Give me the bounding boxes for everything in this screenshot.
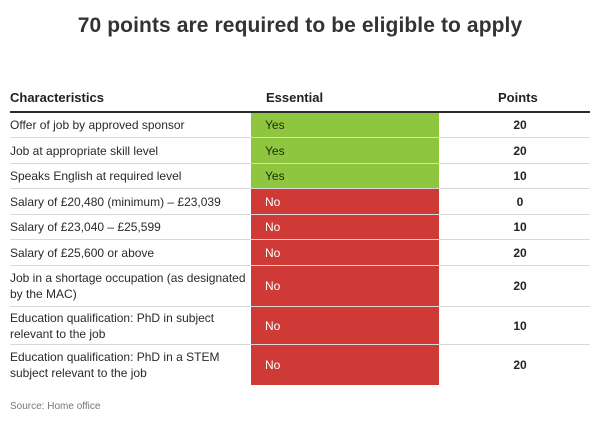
row-characteristic: Offer of job by approved sponsor [10,118,185,132]
row-essential-badge: No [251,189,439,214]
row-characteristic: Job at appropriate skill level [10,143,159,158]
table-body: Offer of job by approved sponsor Yes 20 … [10,113,590,385]
row-essential-badge: No [251,307,439,344]
row-points: 20 [513,279,527,293]
table-row: Salary of £20,480 (minimum) – £23,039 No… [10,189,590,215]
table-header: Characteristics Essential Points [10,90,590,112]
row-points: 20 [513,118,527,132]
row-points: 20 [513,358,527,372]
page-title: 70 points are required to be eligible to… [77,14,523,37]
row-essential-badge: No [251,266,439,306]
row-points: 20 [513,245,527,260]
row-characteristic: Speaks English at required level [10,169,182,183]
table-row: Job in a shortage occupation (as designa… [10,266,590,307]
table-row: Education qualification: PhD in subject … [10,307,590,345]
row-characteristic: Salary of £25,600 or above [10,245,155,260]
row-characteristic: Salary of £20,480 (minimum) – £23,039 [10,194,221,209]
header-characteristics: Characteristics [10,90,104,105]
row-characteristic: Salary of £23,040 – £25,599 [10,220,161,234]
row-characteristic: Job in a shortage occupation (as designa… [10,271,246,301]
row-points: 10 [513,169,527,183]
row-points: 10 [513,318,527,333]
table-row: Salary of £23,040 – £25,599 No 10 [10,215,590,240]
row-essential-badge: Yes [251,138,439,163]
header-essential: Essential [266,90,324,105]
row-points: 0 [516,194,524,209]
row-essential-badge: Yes [251,164,439,188]
table-row: Salary of £25,600 or above No 20 [10,240,590,266]
table-row: Education qualification: PhD in a STEM s… [10,345,590,385]
source-note: Source: Home office [10,401,101,412]
header-divider [10,111,590,113]
header-points: Points [498,90,538,105]
row-characteristic: Education qualification: PhD in subject … [10,310,215,341]
row-essential-badge: No [251,240,439,265]
row-points: 10 [513,220,527,234]
row-essential-badge: No [251,215,439,239]
row-essential-badge: No [251,345,439,385]
table-row: Speaks English at required level Yes 10 [10,164,590,189]
table-row: Job at appropriate skill level Yes 20 [10,138,590,164]
table-row: Offer of job by approved sponsor Yes 20 [10,113,590,138]
row-essential-badge: Yes [251,113,439,137]
row-characteristic: Education qualification: PhD in a STEM s… [10,350,220,380]
row-points: 20 [513,143,527,158]
